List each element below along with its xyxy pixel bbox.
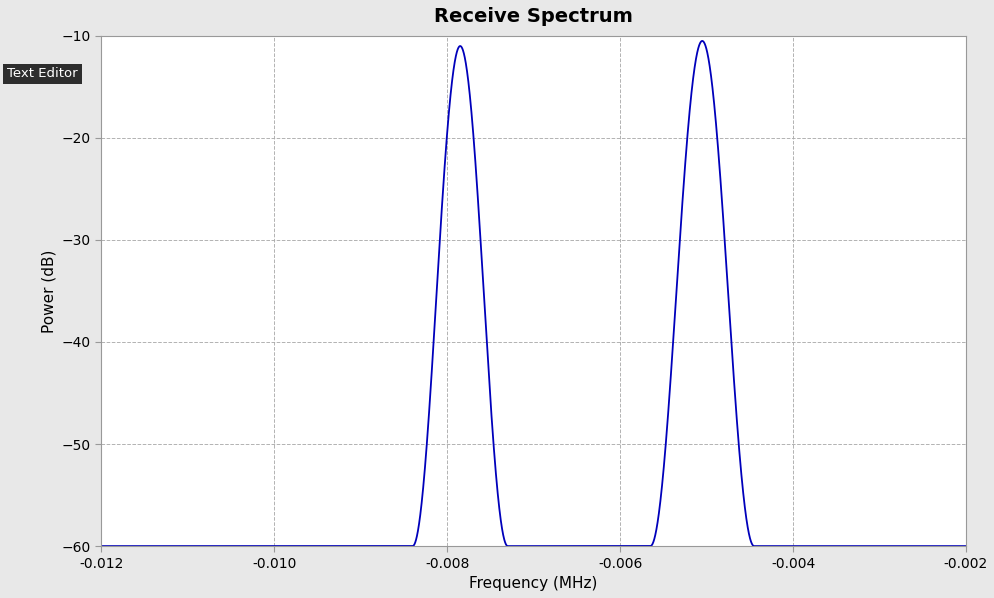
Text: Text Editor: Text Editor bbox=[7, 68, 78, 81]
Y-axis label: Power (dB): Power (dB) bbox=[41, 249, 56, 332]
X-axis label: Frequency (MHz): Frequency (MHz) bbox=[469, 576, 597, 591]
Title: Receive Spectrum: Receive Spectrum bbox=[433, 7, 632, 26]
